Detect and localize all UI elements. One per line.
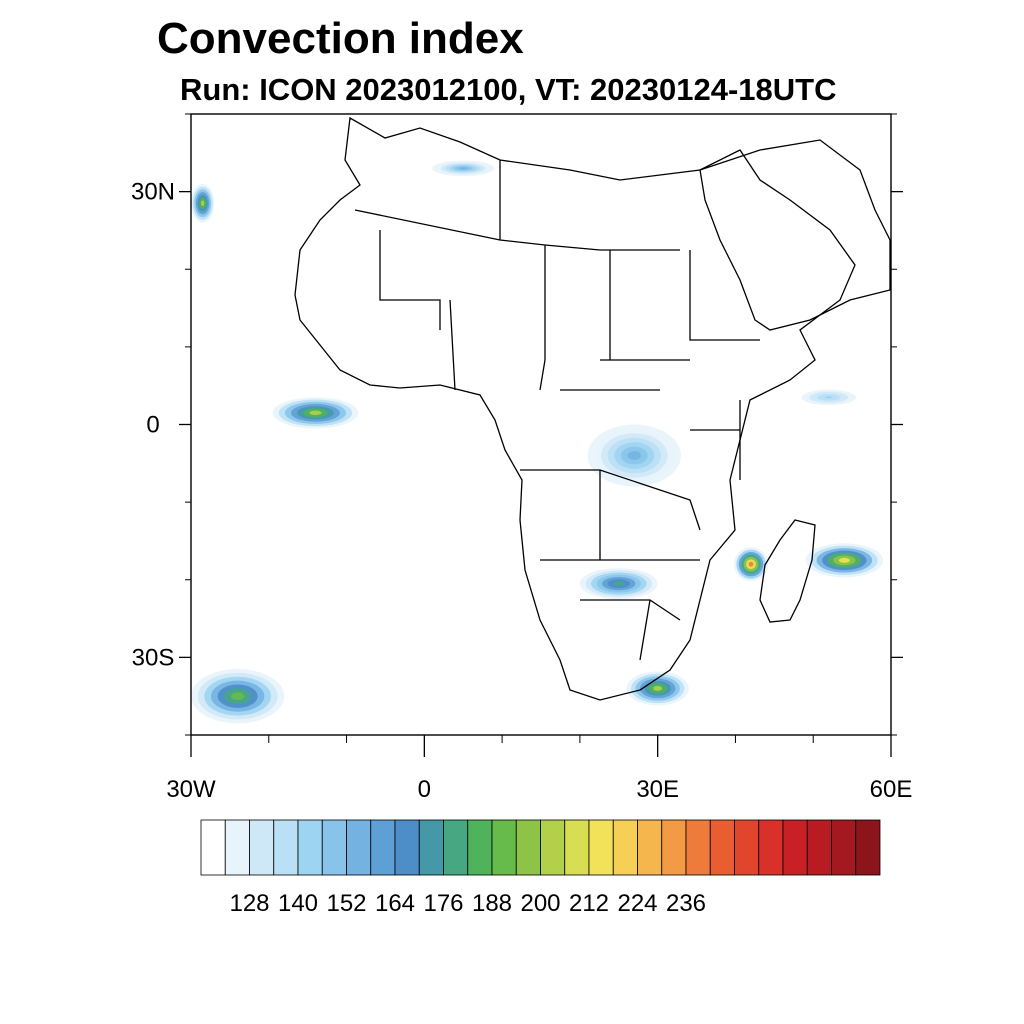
colorbar-label: 152 (326, 890, 366, 917)
colorbar-box (443, 819, 469, 876)
country-borders (354, 160, 760, 661)
colorbar-box (224, 819, 250, 876)
africa-coastline (294, 116, 856, 701)
colorbar-box (418, 819, 444, 876)
lon-label: 30W (166, 776, 216, 803)
colorbar-box (831, 819, 857, 876)
arabia-coastline (699, 139, 891, 331)
colorbar-box (855, 819, 881, 876)
colorbar-box (467, 819, 493, 876)
convection-blob (653, 685, 663, 691)
colorbar-label: 140 (278, 890, 318, 917)
lon-label: 30E (636, 776, 679, 803)
convection-blob (824, 396, 833, 399)
colorbar-label: 176 (423, 890, 463, 917)
convection-blob (613, 581, 625, 586)
convection-field (191, 160, 884, 724)
colorbar-label: 224 (617, 890, 657, 917)
colorbar-box (637, 819, 663, 876)
colorbar-label: 236 (666, 890, 706, 917)
colorbar-box (758, 819, 784, 876)
colorbar-box (273, 819, 299, 876)
axis-labels: 30N 0 30S 30W 0 30E 60E (131, 179, 912, 803)
colorbar-label: 128 (229, 890, 269, 917)
colorbar-box (515, 819, 541, 876)
colorbar-box (661, 819, 687, 876)
colorbar-box (734, 819, 760, 876)
colorbar: 128 140 152 164 176 188 200 212 224 236 (200, 819, 881, 917)
colorbar-box (806, 819, 832, 876)
convection-blob (201, 200, 205, 207)
colorbar-label: 164 (375, 890, 415, 917)
lon-label: 60E (870, 776, 913, 803)
coastlines (294, 116, 891, 701)
convection-blob (838, 557, 850, 563)
lat-label: 0 (146, 412, 159, 439)
lat-label: 30S (132, 644, 175, 671)
chart-title: Convection index (157, 14, 524, 63)
colorbar-box (612, 819, 638, 876)
convection-blob (309, 410, 322, 416)
lon-label: 0 (418, 776, 431, 803)
colorbar-label: 212 (569, 890, 609, 917)
colorbar-box (564, 819, 590, 876)
convection-blob (231, 692, 245, 701)
colorbar-label: 188 (472, 890, 512, 917)
colorbar-box (685, 819, 711, 876)
colorbar-box (370, 819, 396, 876)
colorbar-box (297, 819, 323, 876)
convection-blob (627, 451, 641, 460)
colorbar-box (540, 819, 566, 876)
colorbar-box (588, 819, 614, 876)
convection-blob (748, 561, 754, 567)
madagascar-coastline (759, 519, 816, 623)
colorbar-box (394, 819, 420, 876)
map-plot-area: 30N 0 30S 30W 0 30E 60E (131, 113, 912, 803)
colorbar-box (321, 819, 347, 876)
lat-label: 30N (131, 179, 175, 206)
colorbar-box (491, 819, 517, 876)
chart-subtitle: Run: ICON 2023012100, VT: 20230124-18UTC (180, 72, 837, 107)
colorbar-box (782, 819, 808, 876)
axis-ticks (179, 113, 903, 757)
colorbar-box (709, 819, 735, 876)
colorbar-box (249, 819, 275, 876)
colorbar-box (346, 819, 372, 876)
colorbar-box (200, 819, 226, 876)
convection-blob (458, 167, 468, 170)
colorbar-label: 200 (520, 890, 560, 917)
